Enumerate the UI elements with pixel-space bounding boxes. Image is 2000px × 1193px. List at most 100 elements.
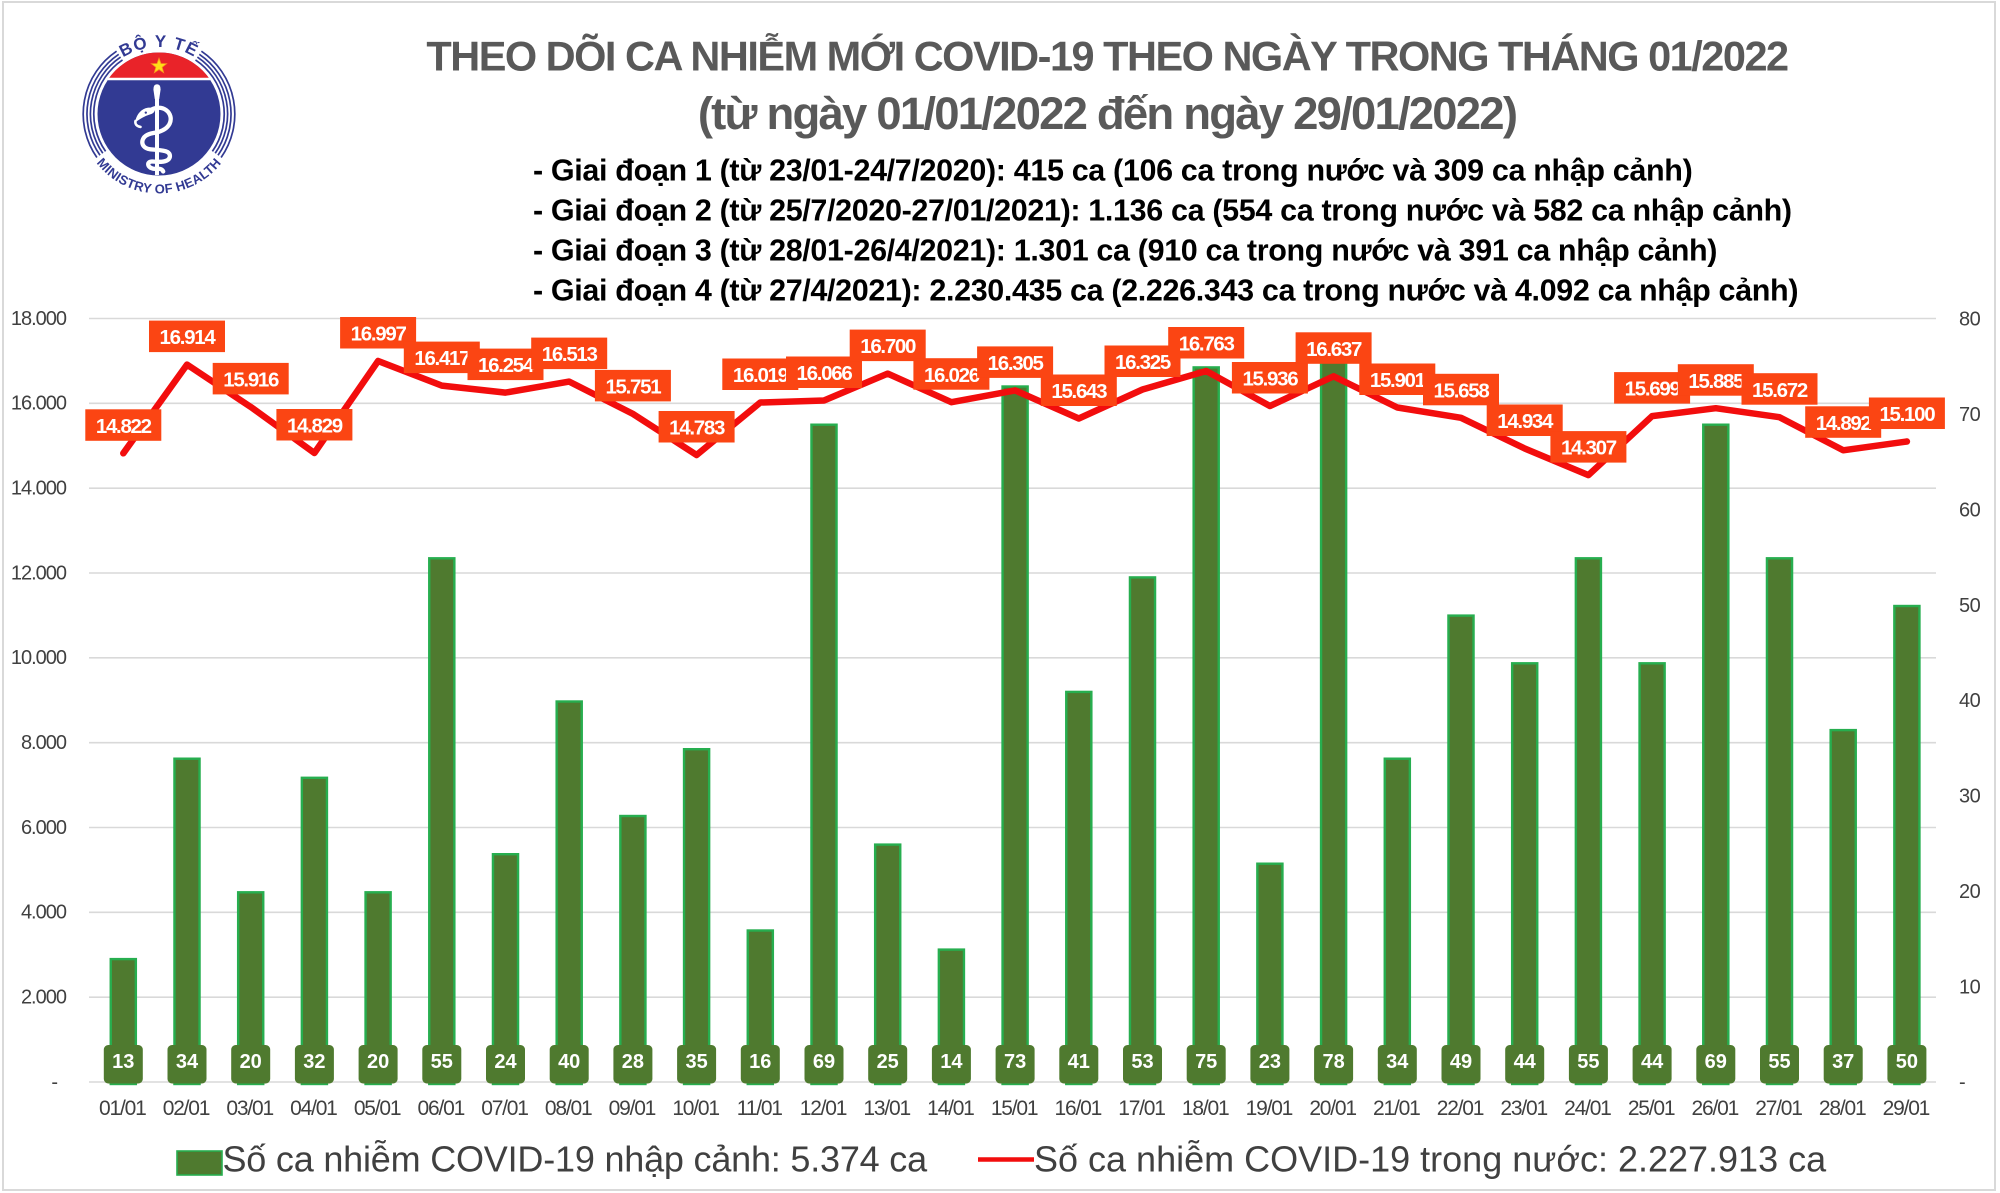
svg-text:70: 70 xyxy=(1959,404,1981,426)
svg-text:07/01: 07/01 xyxy=(481,1097,528,1120)
svg-text:23/01: 23/01 xyxy=(1500,1097,1547,1120)
svg-text:-: - xyxy=(1959,1072,1965,1094)
svg-text:16.513: 16.513 xyxy=(542,343,598,366)
svg-text:20/01: 20/01 xyxy=(1309,1097,1356,1120)
svg-text:14: 14 xyxy=(940,1051,963,1073)
svg-text:(từ ngày 01/01/2022 đến ngày 2: (từ ngày 01/01/2022 đến ngày 29/01/2022) xyxy=(698,88,1516,139)
svg-text:2.000: 2.000 xyxy=(21,987,67,1009)
svg-text:30: 30 xyxy=(1959,786,1981,808)
svg-text:40: 40 xyxy=(558,1051,580,1073)
svg-text:26/01: 26/01 xyxy=(1692,1097,1739,1120)
svg-text:50: 50 xyxy=(1959,595,1981,617)
svg-text:16.000: 16.000 xyxy=(11,393,67,415)
svg-text:24: 24 xyxy=(494,1051,517,1073)
svg-text:15.901: 15.901 xyxy=(1370,369,1426,392)
svg-text:- Giai đoạn 4 (từ 27/4/2021):: - Giai đoạn 4 (từ 27/4/2021): 2.230.435 … xyxy=(533,274,1798,308)
svg-text:-: - xyxy=(51,1072,58,1094)
svg-text:04/01: 04/01 xyxy=(290,1097,337,1120)
svg-text:18/01: 18/01 xyxy=(1182,1097,1229,1120)
svg-text:05/01: 05/01 xyxy=(354,1097,401,1120)
svg-text:75: 75 xyxy=(1195,1051,1217,1073)
svg-text:02/01: 02/01 xyxy=(163,1097,210,1120)
svg-text:24/01: 24/01 xyxy=(1564,1097,1611,1120)
svg-text:13/01: 13/01 xyxy=(863,1097,910,1120)
svg-text:10: 10 xyxy=(1959,977,1981,999)
svg-text:20: 20 xyxy=(1959,881,1981,903)
svg-text:12/01: 12/01 xyxy=(800,1097,847,1120)
svg-text:THEO DÕI CA NHIỄM MỚI COVID-19: THEO DÕI CA NHIỄM MỚI COVID-19 THEO NGÀY… xyxy=(426,33,1788,80)
svg-text:27/01: 27/01 xyxy=(1755,1097,1802,1120)
svg-text:Số ca nhiễm COVID-19 nhập cảnh: Số ca nhiễm COVID-19 nhập cảnh: 5.374 ca xyxy=(223,1139,929,1180)
svg-text:16.325: 16.325 xyxy=(1115,351,1171,374)
svg-text:16.997: 16.997 xyxy=(351,323,407,346)
svg-text:14/01: 14/01 xyxy=(927,1097,974,1120)
svg-text:03/01: 03/01 xyxy=(226,1097,273,1120)
svg-text:16.637: 16.637 xyxy=(1306,338,1362,361)
svg-text:15.916: 15.916 xyxy=(223,369,279,392)
svg-text:16.305: 16.305 xyxy=(988,352,1044,375)
svg-text:55: 55 xyxy=(431,1051,453,1073)
svg-text:16.700: 16.700 xyxy=(860,335,916,358)
svg-text:18.000: 18.000 xyxy=(11,308,67,330)
svg-text:55: 55 xyxy=(1577,1051,1599,1073)
svg-text:01/01: 01/01 xyxy=(99,1097,146,1120)
svg-text:13: 13 xyxy=(112,1051,134,1073)
svg-text:15.100: 15.100 xyxy=(1879,403,1935,426)
svg-text:35: 35 xyxy=(685,1051,707,1073)
svg-text:44: 44 xyxy=(1514,1051,1537,1073)
svg-text:22/01: 22/01 xyxy=(1437,1097,1484,1120)
svg-text:19/01: 19/01 xyxy=(1246,1097,1293,1120)
svg-text:15.936: 15.936 xyxy=(1242,368,1298,391)
svg-text:41: 41 xyxy=(1068,1051,1090,1073)
svg-text:16.066: 16.066 xyxy=(797,362,853,385)
svg-text:14.307: 14.307 xyxy=(1561,437,1617,460)
svg-text:60: 60 xyxy=(1959,499,1981,521)
svg-text:34: 34 xyxy=(1386,1051,1409,1073)
svg-text:15.699: 15.699 xyxy=(1625,378,1681,401)
svg-text:73: 73 xyxy=(1004,1051,1026,1073)
svg-text:16.417: 16.417 xyxy=(414,347,470,370)
svg-text:28/01: 28/01 xyxy=(1819,1097,1866,1120)
svg-text:55: 55 xyxy=(1768,1051,1790,1073)
svg-text:23: 23 xyxy=(1259,1051,1281,1073)
svg-text:10.000: 10.000 xyxy=(11,647,67,669)
svg-text:37: 37 xyxy=(1832,1051,1854,1073)
svg-text:15.643: 15.643 xyxy=(1051,380,1107,403)
svg-text:09/01: 09/01 xyxy=(609,1097,656,1120)
svg-text:12.000: 12.000 xyxy=(11,562,67,584)
svg-text:10/01: 10/01 xyxy=(672,1097,719,1120)
svg-text:15/01: 15/01 xyxy=(991,1097,1038,1120)
svg-text:16.019: 16.019 xyxy=(733,364,789,387)
svg-text:50: 50 xyxy=(1896,1051,1918,1073)
svg-text:44: 44 xyxy=(1641,1051,1664,1073)
svg-text:14.934: 14.934 xyxy=(1497,410,1554,433)
svg-text:- Giai đoạn 1 (từ 23/01-24/7/2: - Giai đoạn 1 (từ 23/01-24/7/2020): 415 … xyxy=(533,154,1692,188)
svg-text:- Giai đoạn 2 (từ 25/7/2020-27: - Giai đoạn 2 (từ 25/7/2020-27/01/2021):… xyxy=(533,194,1792,228)
svg-text:16.026: 16.026 xyxy=(924,364,980,387)
svg-text:14.892: 14.892 xyxy=(1816,412,1872,435)
svg-text:25/01: 25/01 xyxy=(1628,1097,1675,1120)
svg-text:69: 69 xyxy=(813,1051,835,1073)
svg-text:32: 32 xyxy=(303,1051,325,1073)
svg-text:20: 20 xyxy=(240,1051,262,1073)
svg-text:15.658: 15.658 xyxy=(1434,379,1490,402)
svg-text:08/01: 08/01 xyxy=(545,1097,592,1120)
svg-text:21/01: 21/01 xyxy=(1373,1097,1420,1120)
svg-text:15.672: 15.672 xyxy=(1752,379,1808,402)
svg-text:16/01: 16/01 xyxy=(1055,1097,1102,1120)
svg-text:80: 80 xyxy=(1959,309,1981,331)
svg-text:25: 25 xyxy=(877,1051,899,1073)
svg-text:11/01: 11/01 xyxy=(737,1097,783,1120)
svg-text:8.000: 8.000 xyxy=(21,732,67,754)
svg-text:4.000: 4.000 xyxy=(21,902,67,924)
svg-text:06/01: 06/01 xyxy=(418,1097,465,1120)
svg-text:40: 40 xyxy=(1959,690,1981,712)
svg-text:Số ca nhiễm COVID-19 trong nướ: Số ca nhiễm COVID-19 trong nước: 2.227.9… xyxy=(1034,1139,1827,1180)
svg-text:14.783: 14.783 xyxy=(669,417,725,440)
svg-text:17/01: 17/01 xyxy=(1118,1097,1165,1120)
svg-text:28: 28 xyxy=(622,1051,644,1073)
svg-text:15.751: 15.751 xyxy=(605,376,661,399)
svg-text:15.885: 15.885 xyxy=(1688,370,1744,393)
svg-text:14.000: 14.000 xyxy=(11,478,67,500)
svg-text:34: 34 xyxy=(176,1051,199,1073)
